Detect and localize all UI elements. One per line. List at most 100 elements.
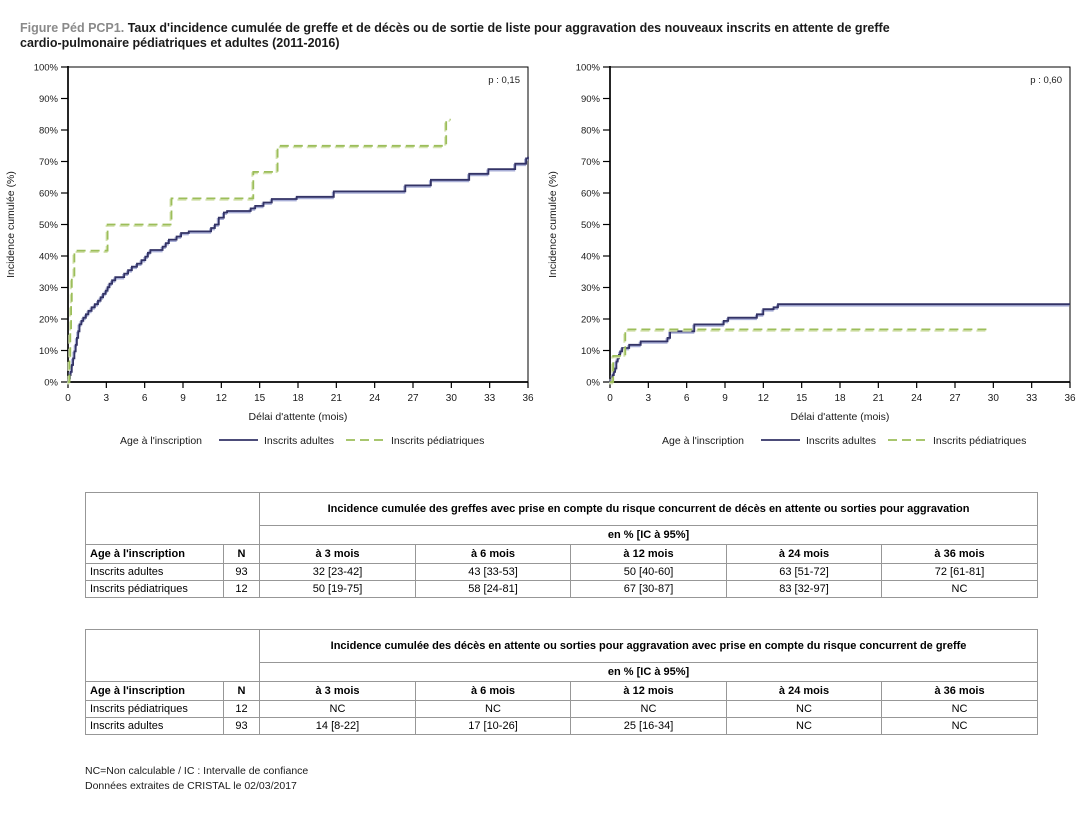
x-tick-label: 3 [104,393,110,404]
x-tick-label: 6 [684,393,690,404]
cell-6mois: 58 [24-81] [415,580,571,598]
x-axis-label: Délai d'attente (mois) [791,411,890,423]
x-tick-label: 33 [484,393,496,404]
x-tick-label: 18 [292,393,304,404]
figure-title-line1: Taux d'incidence cumulée de greffe et de… [127,20,890,35]
footnote-source: Données extraites de CRISTAL le 02/03/20… [85,779,297,792]
col-header-age: Age à l'inscription [85,544,224,564]
x-tick-label: 36 [1064,393,1076,404]
col-header-24mois: à 24 mois [726,681,882,701]
row-label: Inscrits adultes [85,563,224,581]
col-header-24mois: à 24 mois [726,544,882,564]
col-header-3mois: à 3 mois [259,544,416,564]
cumulative-incidence-chart-greffe: 0% 10% 20% 30% 40% 50% 60% 70% 80% 90% 100% 0 3 6 9 12 1… [2,55,542,455]
y-tick-label: 70% [581,157,601,168]
figure-title: Figure Péd PCP1. Taux d'incidence cumulé… [20,21,1076,51]
table-header-row: Age à l'inscription N à 3 mois à 6 mois … [85,681,1039,701]
cell-12mois: NC [570,700,727,718]
cell-24mois: 63 [51-72] [726,563,882,581]
cell-3mois: 32 [23-42] [259,563,416,581]
col-header-n: N [223,544,260,564]
col-header-3mois: à 3 mois [259,681,416,701]
table-header-row: Age à l'inscription N à 3 mois à 6 mois … [85,544,1038,564]
col-header-age: Age à l'inscription [85,681,224,701]
col-header-36mois: à 36 mois [880,681,1039,701]
y-tick-label: 20% [39,315,59,326]
legend-label-pediatriques: Inscrits pédiatriques [391,435,484,447]
x-tick-label: 21 [873,393,885,404]
y-tick-label: 50% [39,220,59,231]
cell-36mois: NC [881,580,1038,598]
y-tick-label: 40% [39,252,59,263]
cell-24mois: NC [726,717,882,735]
y-tick-label: 30% [581,283,601,294]
curve-halo-inscrits-adultes [67,158,528,385]
y-tick-label: 0% [586,378,600,389]
x-tick-label: 15 [254,393,266,404]
curve-inscrits-adultes [610,303,1070,383]
table-row-adultes: Inscrits adultes 93 14 [8-22] 17 [10-26]… [85,717,1039,735]
cumulative-incidence-chart-deces: 0% 10% 20% 30% 40% 50% 60% 70% 80% 90% 100% 0 3 6 9 12 1… [544,55,1084,455]
table-row: Incidence cumulée des greffes avec prise… [85,492,1038,545]
cell-36mois: NC [880,700,1039,718]
footnotes: NC=Non calculable / IC : Intervalle de c… [85,764,308,793]
cell-6mois: 17 [10-26] [415,717,571,735]
cell-3mois: NC [259,700,416,718]
x-tick-label: 36 [522,393,534,404]
curve-inscrits-p-diatriques [68,118,451,383]
y-tick-label: 30% [39,283,59,294]
curve-halo-inscrits-p-diatriques [67,119,450,385]
cell-6mois: 43 [33-53] [415,563,571,581]
cell-6mois: NC [415,700,571,718]
y-tick-label: 90% [39,94,59,105]
cell-3mois: 50 [19-75] [259,580,416,598]
y-tick-label: 80% [581,126,601,137]
x-tick-label: 15 [796,393,808,404]
legend-label-adultes: Inscrits adultes [806,435,876,447]
x-tick-label: 33 [1026,393,1038,404]
y-tick-label: 90% [581,94,601,105]
figure-title-line2: cardio-pulmonaire pédiatriques et adulte… [20,35,340,50]
x-tick-label: 21 [331,393,343,404]
curve-halo-inscrits-adultes [609,304,1069,385]
table-span-subtitle: en % [IC à 95%] [259,525,1038,545]
x-tick-label: 27 [949,393,961,404]
table-incidence-deces: Incidence cumulée des décès en attente o… [85,629,1039,735]
legend-label-pediatriques: Inscrits pédiatriques [933,435,1026,447]
cell-12mois: 67 [30-87] [570,580,727,598]
x-tick-label: 9 [180,393,186,404]
col-header-6mois: à 6 mois [415,544,571,564]
y-tick-label: 20% [581,315,601,326]
y-tick-label: 50% [581,220,601,231]
cell-n: 12 [223,700,260,718]
x-tick-label: 24 [369,393,381,404]
legend-title: Age à l'inscription [120,435,202,447]
y-tick-label: 60% [39,189,59,200]
footnote-nc-ic: NC=Non calculable / IC : Intervalle de c… [85,765,309,777]
col-header-6mois: à 6 mois [415,681,571,701]
p-value-label: p : 0,15 [488,75,520,86]
table-corner-cell [85,629,260,682]
legend-label-adultes: Inscrits adultes [264,435,334,447]
x-tick-label: 0 [607,393,613,404]
col-header-12mois: à 12 mois [570,544,727,564]
cell-24mois: 83 [32-97] [726,580,882,598]
table-row: Incidence cumulée des décès en attente o… [85,629,1039,682]
col-header-36mois: à 36 mois [881,544,1038,564]
y-tick-label: 70% [39,157,59,168]
table-span-title: Incidence cumulée des greffes avec prise… [259,492,1038,526]
y-tick-label: 0% [44,378,58,389]
x-tick-label: 6 [142,393,148,404]
cell-n: 12 [223,580,260,598]
y-axis-label: Incidence cumulée (%) [547,171,559,278]
table-row-pediatriques: Inscrits pédiatriques 12 50 [19-75] 58 [… [85,580,1038,598]
plot-frame [609,66,1071,383]
legend-title: Age à l'inscription [662,435,744,447]
x-tick-label: 9 [722,393,728,404]
table-incidence-greffes: Incidence cumulée des greffes avec prise… [85,492,1038,598]
cell-n: 93 [223,563,260,581]
figure-label: Figure Péd PCP1. [20,20,125,35]
col-header-n: N [223,681,260,701]
x-tick-label: 12 [758,393,770,404]
